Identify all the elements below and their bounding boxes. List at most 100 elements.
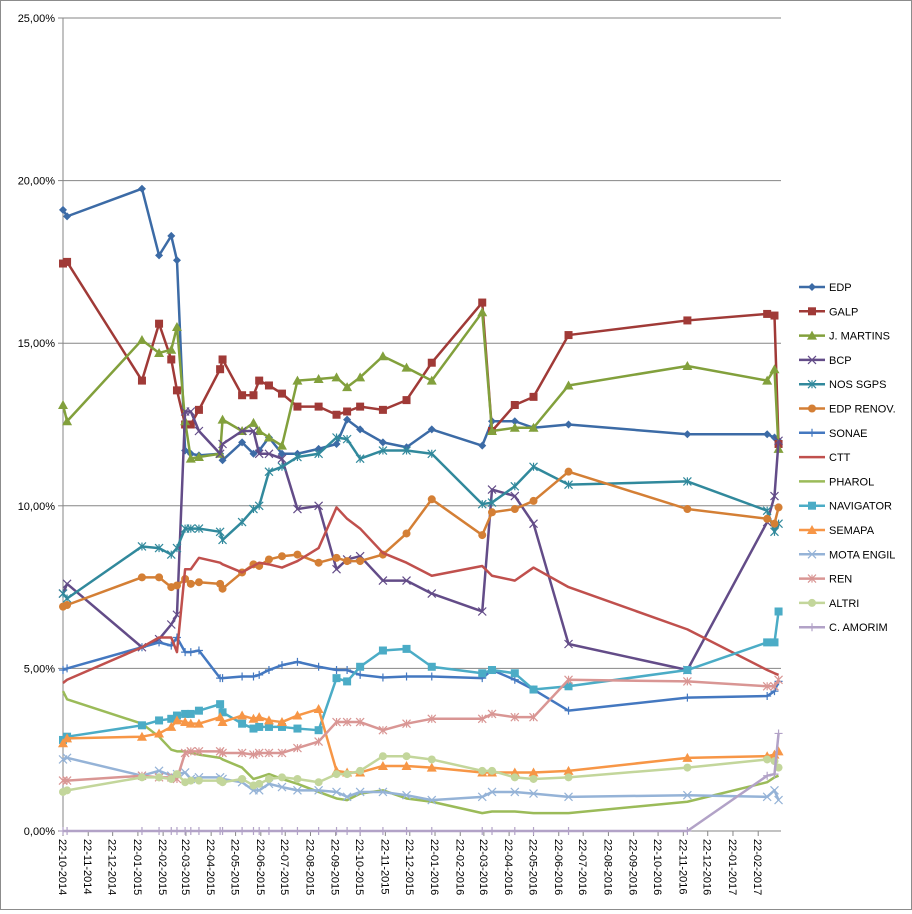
data-point bbox=[237, 426, 247, 436]
data-point bbox=[194, 524, 204, 533]
x-tick-label: 22-03-2015 bbox=[179, 839, 191, 895]
x-tick-label: 22-10-2016 bbox=[651, 839, 663, 895]
series-line bbox=[62, 436, 780, 600]
data-point bbox=[171, 715, 182, 725]
data-point bbox=[263, 715, 274, 725]
data-point bbox=[172, 386, 181, 395]
data-point bbox=[808, 501, 816, 510]
data-point bbox=[355, 717, 365, 727]
x-tick-label: 22-02-2016 bbox=[453, 839, 465, 895]
legend-item: NOS SGPS bbox=[799, 379, 886, 391]
data-point bbox=[264, 748, 274, 758]
x-tick-label: 22-06-2015 bbox=[254, 839, 266, 895]
series-j-martins bbox=[58, 307, 784, 463]
data-point bbox=[343, 557, 352, 566]
data-point bbox=[427, 425, 436, 434]
data-point bbox=[487, 426, 498, 436]
x-tick-label: 22-02-2015 bbox=[156, 839, 168, 895]
data-point bbox=[564, 675, 573, 685]
data-point bbox=[194, 746, 204, 756]
legend-label: NOS SGPS bbox=[829, 379, 886, 391]
data-point bbox=[682, 752, 693, 762]
data-point bbox=[217, 717, 228, 727]
legend-item: MOTA ENGIL bbox=[799, 549, 895, 561]
data-point bbox=[238, 827, 247, 835]
data-point bbox=[378, 576, 388, 586]
data-point bbox=[378, 405, 387, 414]
data-point bbox=[194, 405, 203, 414]
data-point bbox=[314, 558, 323, 567]
data-point bbox=[218, 456, 227, 465]
data-point bbox=[166, 620, 176, 629]
x-tick-label: 22-12-2016 bbox=[701, 839, 713, 895]
data-point bbox=[682, 790, 692, 800]
data-point bbox=[529, 827, 538, 835]
data-point bbox=[808, 307, 816, 316]
data-point bbox=[292, 375, 303, 385]
legend-label: GALP bbox=[829, 306, 858, 318]
data-point bbox=[356, 827, 365, 835]
data-point bbox=[254, 449, 264, 459]
legend-label: EDP bbox=[829, 282, 852, 294]
data-point bbox=[172, 770, 181, 779]
data-point bbox=[682, 476, 692, 486]
legend-item: EDP bbox=[799, 282, 852, 294]
data-point bbox=[808, 598, 816, 607]
legend-item: BCP bbox=[799, 355, 852, 367]
data-point bbox=[314, 726, 323, 735]
data-point bbox=[529, 774, 538, 783]
data-point bbox=[478, 766, 487, 775]
data-point bbox=[264, 467, 274, 477]
legend-label: SEMAPA bbox=[829, 525, 875, 537]
data-point bbox=[172, 827, 181, 835]
data-point bbox=[402, 576, 411, 586]
data-point bbox=[167, 714, 176, 723]
data-point bbox=[808, 283, 816, 291]
data-point bbox=[155, 827, 164, 835]
data-point bbox=[343, 677, 352, 686]
data-point bbox=[488, 508, 497, 517]
data-point bbox=[332, 770, 341, 779]
data-point bbox=[342, 792, 352, 802]
data-point bbox=[488, 766, 497, 775]
y-tick-label: 20,00% bbox=[18, 176, 56, 188]
legend-item: PHAROL bbox=[799, 476, 874, 488]
data-point bbox=[774, 607, 783, 616]
series-semapa bbox=[58, 704, 784, 777]
legend-item: REN bbox=[799, 574, 852, 586]
data-point bbox=[62, 416, 73, 426]
data-point bbox=[529, 789, 538, 799]
data-point bbox=[314, 501, 324, 511]
data-point bbox=[314, 785, 324, 795]
x-tick-label: 22-11-2015 bbox=[378, 839, 390, 894]
data-point bbox=[63, 212, 72, 221]
data-point bbox=[215, 449, 225, 459]
data-point bbox=[332, 410, 341, 419]
data-point bbox=[477, 499, 487, 509]
series-line bbox=[62, 636, 780, 712]
data-point bbox=[255, 827, 264, 835]
data-point bbox=[62, 776, 72, 786]
data-point bbox=[155, 638, 164, 647]
data-point bbox=[343, 415, 352, 424]
data-point bbox=[683, 316, 692, 325]
data-point bbox=[763, 638, 772, 647]
data-point bbox=[264, 666, 273, 675]
data-point bbox=[249, 750, 258, 760]
data-point bbox=[194, 827, 203, 835]
x-tick-label: 22-08-2015 bbox=[303, 839, 315, 895]
data-point bbox=[332, 827, 341, 835]
legend-item: J. MARTINS bbox=[799, 330, 890, 343]
series-pharol bbox=[61, 690, 780, 815]
data-point bbox=[155, 716, 164, 725]
data-point bbox=[774, 795, 783, 805]
data-point bbox=[185, 718, 196, 728]
data-point bbox=[774, 503, 783, 512]
data-point bbox=[62, 753, 72, 763]
data-point bbox=[155, 573, 164, 582]
data-point bbox=[218, 778, 227, 787]
data-point bbox=[427, 662, 436, 671]
data-point bbox=[487, 709, 497, 719]
data-point bbox=[293, 550, 302, 559]
data-point bbox=[529, 519, 538, 529]
